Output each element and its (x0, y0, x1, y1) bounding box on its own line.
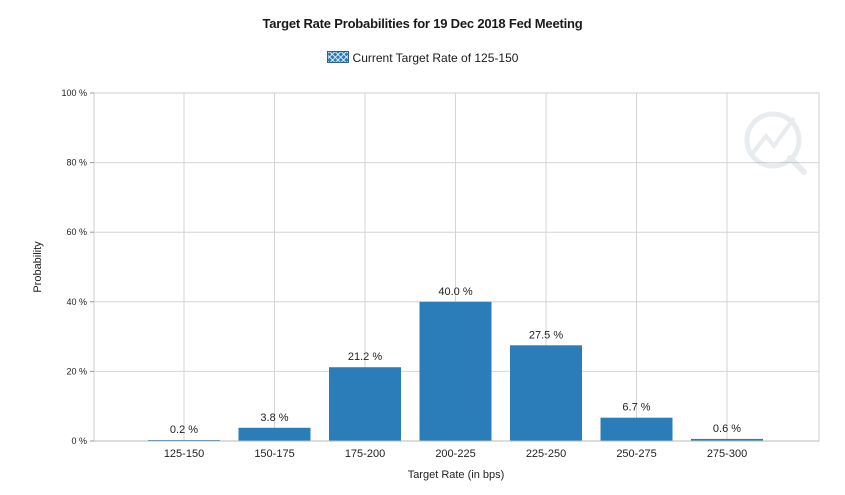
legend-swatch (326, 51, 349, 63)
watermark-logo-icon (744, 111, 807, 175)
chart-title: Target Rate Probabilities for 19 Dec 201… (262, 16, 583, 31)
bar-200-225[interactable] (419, 301, 492, 441)
data-label: 0.6 % (713, 423, 741, 435)
legend-label: Current Target Rate of 125-150 (352, 51, 519, 65)
y-tick-label: 20 % (66, 366, 87, 376)
bar-225-250[interactable] (510, 345, 582, 441)
chart-bars: 0.2 % 3.8 % 21.2 % 40.0 % 27.5 % 6.7 % 0.6 % (148, 286, 763, 441)
bar-175-200[interactable] (329, 367, 401, 441)
data-label: 6.7 % (622, 402, 650, 414)
x-tick-label: 200-225 (435, 448, 475, 460)
bar-150-175[interactable] (238, 427, 311, 441)
y-tick-label: 80 % (66, 158, 87, 168)
x-axis-label: Target Rate (in bps) (408, 469, 505, 481)
x-tick-label: 275-300 (707, 448, 747, 460)
y-tick-label: 100 % (61, 88, 87, 98)
y-tick-label: 0 % (71, 436, 87, 446)
y-tick-label: 60 % (66, 227, 87, 237)
x-tick-label: 175-200 (345, 448, 385, 460)
chart-legend[interactable]: Current Target Rate of 125-150 (0, 51, 845, 65)
bar-275-300[interactable] (691, 438, 763, 441)
x-tick-label: 250-275 (616, 448, 656, 460)
x-tick-label: 225-250 (526, 448, 566, 460)
y-tick-label: 40 % (66, 297, 87, 307)
y-axis-label: Probability (32, 241, 44, 293)
data-label: 0.2 % (170, 424, 198, 436)
x-tick-label: 150-175 (254, 448, 294, 460)
data-label: 27.5 % (529, 329, 563, 341)
x-axis: 125-150 150-175 175-200 200-225 225-250 250-2… (94, 440, 819, 460)
x-tick-label: 125-150 (164, 448, 204, 460)
data-label: 40.0 % (438, 286, 472, 298)
data-label: 21.2 % (348, 351, 382, 363)
bar-250-275[interactable] (600, 417, 673, 441)
data-label: 3.8 % (260, 412, 288, 424)
y-axis: 0 % 20 % 40 % 60 % 80 % 100 % (61, 88, 94, 446)
